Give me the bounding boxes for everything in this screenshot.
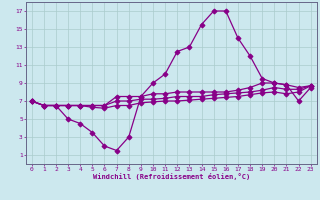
X-axis label: Windchill (Refroidissement éolien,°C): Windchill (Refroidissement éolien,°C) [92, 173, 250, 180]
